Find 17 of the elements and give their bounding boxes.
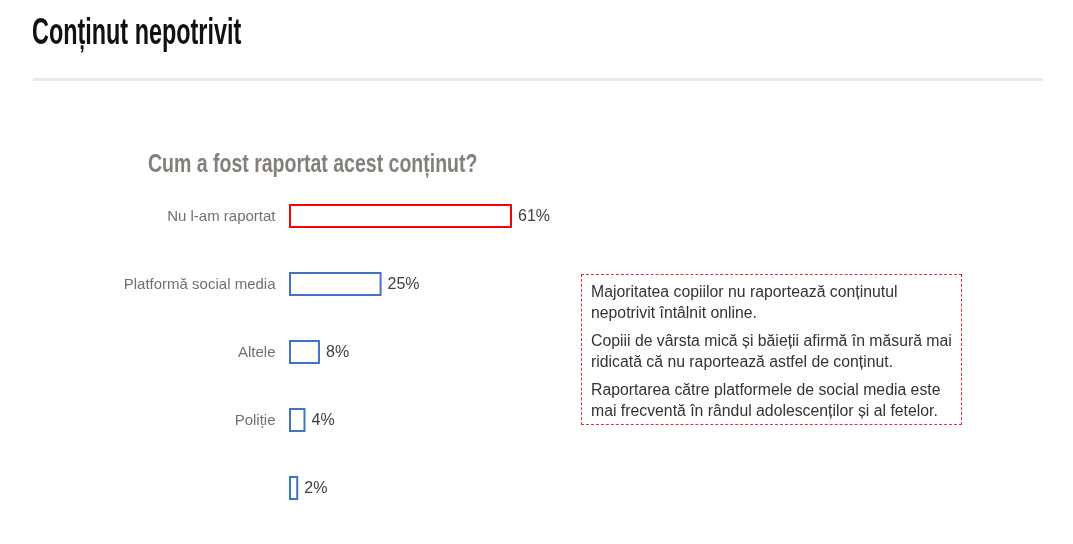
- bar: [289, 203, 512, 229]
- data-label: 25%: [387, 275, 420, 292]
- bar: [289, 271, 382, 297]
- note-frame: Majoritatea copiilor nu raportează conținutul nepotrivit întâlnit online. Copiii de vârsta mică și băieții afirmă în măsură mai ridicată că nu raportează astfel de conținut. Raportarea către platformele de social media este mai frecventă în rândul adolescenților și al fetelor.: [581, 274, 962, 425]
- data-label: 8%: [325, 343, 350, 360]
- bar: [289, 475, 299, 501]
- chart-title: Conținut nepotrivit: [32, 11, 242, 52]
- data-label: 4%: [311, 411, 335, 428]
- y-tick-label: Poliție: [234, 411, 276, 428]
- y-tick-label: Altele: [237, 343, 276, 360]
- data-label: 61%: [518, 207, 551, 224]
- bar: [289, 339, 320, 365]
- y-tick-label: Nu l-am raportat: [167, 207, 277, 224]
- y-tick-label: Platformă social media: [123, 275, 277, 292]
- data-label: 2%: [304, 479, 328, 496]
- chart-subtitle: Cum a fost raportat acest conținut?: [148, 148, 478, 178]
- bar: [289, 407, 306, 433]
